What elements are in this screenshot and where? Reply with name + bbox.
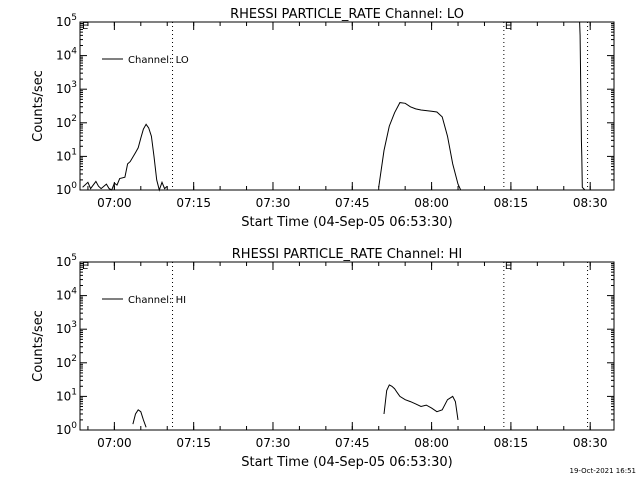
footer-timestamp: 19-Oct-2021 16:51 bbox=[569, 467, 636, 475]
x-tick-label: 08:15 bbox=[494, 196, 529, 210]
plot-frame bbox=[79, 261, 615, 431]
x-tick-label: 08:30 bbox=[573, 436, 608, 450]
y-tick-label: 104 bbox=[56, 287, 77, 303]
y-tick-label: 101 bbox=[56, 387, 77, 403]
x-axis-label: Start Time (04-Sep-05 06:53:30) bbox=[241, 215, 452, 230]
y-tick-label: 104 bbox=[56, 47, 77, 63]
plot-frame bbox=[79, 21, 615, 191]
corner-marker: E bbox=[82, 261, 88, 272]
y-tick-label: 102 bbox=[56, 354, 77, 370]
series-line-2 bbox=[383, 384, 459, 420]
event-marker: E bbox=[505, 21, 511, 32]
x-tick-label: 08:00 bbox=[414, 436, 449, 450]
y-tick-label: 103 bbox=[56, 320, 77, 336]
chart-panel-2: RHESSI PARTICLE_RATE Channel: HI 100 101 10… bbox=[31, 247, 615, 470]
legend-label: Channel: LO bbox=[128, 55, 189, 66]
x-tick-label: 07:45 bbox=[335, 436, 370, 450]
y-tick-label: 105 bbox=[56, 13, 77, 29]
event-marker: E bbox=[505, 261, 511, 272]
y-tick-label: 103 bbox=[56, 80, 77, 96]
series-line-3 bbox=[579, 21, 586, 191]
y-tick-label: 100 bbox=[56, 181, 77, 197]
x-tick-label: 08:00 bbox=[414, 196, 449, 210]
x-tick-label: 07:00 bbox=[97, 436, 132, 450]
corner-marker: E bbox=[82, 21, 88, 32]
x-tick-label: 07:30 bbox=[256, 436, 291, 450]
chart-panel-1: RHESSI PARTICLE_RATE Channel: LO 100 101 10… bbox=[31, 7, 615, 230]
y-tick-label: 102 bbox=[56, 114, 77, 130]
y-tick-label: 101 bbox=[56, 147, 77, 163]
y-axis-label: Counts/sec bbox=[31, 70, 46, 142]
y-tick-label: 100 bbox=[56, 421, 77, 437]
chart-title: RHESSI PARTICLE_RATE Channel: HI bbox=[232, 247, 462, 262]
x-axis-label: Start Time (04-Sep-05 06:53:30) bbox=[241, 455, 452, 470]
x-tick-label: 07:15 bbox=[176, 436, 211, 450]
x-tick-label: 07:30 bbox=[256, 196, 291, 210]
x-tick-label: 07:45 bbox=[335, 196, 370, 210]
series-line-1 bbox=[82, 123, 168, 192]
chart-title: RHESSI PARTICLE_RATE Channel: LO bbox=[230, 7, 464, 22]
series-line-2 bbox=[378, 102, 462, 191]
legend-label: Channel: HI bbox=[128, 295, 186, 306]
x-tick-label: 07:15 bbox=[176, 196, 211, 210]
series-line-1 bbox=[132, 409, 147, 428]
y-axis-label: Counts/sec bbox=[31, 310, 46, 382]
x-tick-label: 07:00 bbox=[97, 196, 132, 210]
x-tick-label: 08:15 bbox=[494, 436, 529, 450]
x-tick-label: 08:30 bbox=[573, 196, 608, 210]
y-tick-label: 105 bbox=[56, 253, 77, 269]
